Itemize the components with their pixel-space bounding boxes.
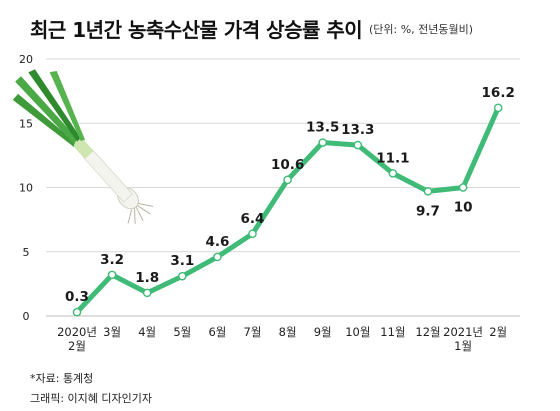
data-point xyxy=(72,307,82,317)
data-label: 10 xyxy=(454,200,473,216)
x-tick-label: 3월 xyxy=(103,325,121,339)
data-label: 11.1 xyxy=(376,150,409,166)
x-tick-label: 8월 xyxy=(279,325,297,339)
data-label: 1.8 xyxy=(135,270,159,286)
x-tick-label: 2021년 xyxy=(443,325,483,339)
chart-title: 최근 1년간 농축수산물 가격 상승률 추이 xyxy=(30,18,363,42)
data-point xyxy=(458,183,468,192)
data-point xyxy=(177,271,187,281)
y-tick-label: 5 xyxy=(23,246,30,259)
x-tick-label: 4월 xyxy=(138,325,156,339)
unit-note: (단위: %, 전년동월비) xyxy=(369,23,474,36)
data-labels: 0.3 3.2 1.8 3.1 4.6 6.4 10.6 13.5 13.311.1 9.7 10 1… xyxy=(65,85,515,305)
x-tick-label: 5월 xyxy=(173,325,191,339)
data-label: 3.2 xyxy=(100,252,124,268)
data-point xyxy=(493,103,503,113)
x-tick-label: 2020년 xyxy=(57,325,97,339)
x-tick-label: 6월 xyxy=(208,325,226,339)
grid-lines xyxy=(46,58,520,317)
data-point xyxy=(283,175,292,185)
x-tick-label: 2월 xyxy=(68,339,86,353)
data-point xyxy=(213,252,222,262)
data-point xyxy=(423,187,433,196)
x-tick-label: 9월 xyxy=(314,325,332,339)
x-tick-label: 11월 xyxy=(380,325,405,339)
y-tick-label: 15 xyxy=(19,117,33,130)
data-point xyxy=(142,288,152,298)
credit-note: 그래픽: 이지혜 디자인기자 xyxy=(30,392,153,405)
data-point xyxy=(318,138,328,147)
y-tick-label: 10 xyxy=(19,182,33,195)
data-label: 9.7 xyxy=(416,203,440,219)
data-point xyxy=(107,270,117,280)
y-axis-ticks: 0 5 10 15 20 xyxy=(19,53,33,323)
data-point xyxy=(248,229,257,239)
data-point xyxy=(353,140,363,150)
x-tick-label: 12월 xyxy=(415,325,440,339)
source-note: *자료: 통계청 xyxy=(30,372,94,385)
data-points xyxy=(72,103,503,317)
data-point xyxy=(388,169,398,178)
data-label: 13.5 xyxy=(306,120,339,136)
green-onion-icon xyxy=(12,69,154,224)
data-label: 13.3 xyxy=(341,122,374,138)
data-label: 16.2 xyxy=(482,85,515,101)
x-tick-label: 2월 xyxy=(489,325,507,339)
data-label: 6.4 xyxy=(241,211,265,227)
data-label: 10.6 xyxy=(271,157,304,173)
x-tick-label: 1월 xyxy=(454,339,472,353)
x-tick-label: 7월 xyxy=(244,325,262,339)
data-label: 3.1 xyxy=(170,253,194,269)
data-label: 0.3 xyxy=(65,289,89,305)
x-tick-label: 10월 xyxy=(345,325,370,339)
y-tick-label: 20 xyxy=(19,53,33,66)
y-tick-label: 0 xyxy=(23,310,30,323)
data-label: 4.6 xyxy=(205,234,229,250)
